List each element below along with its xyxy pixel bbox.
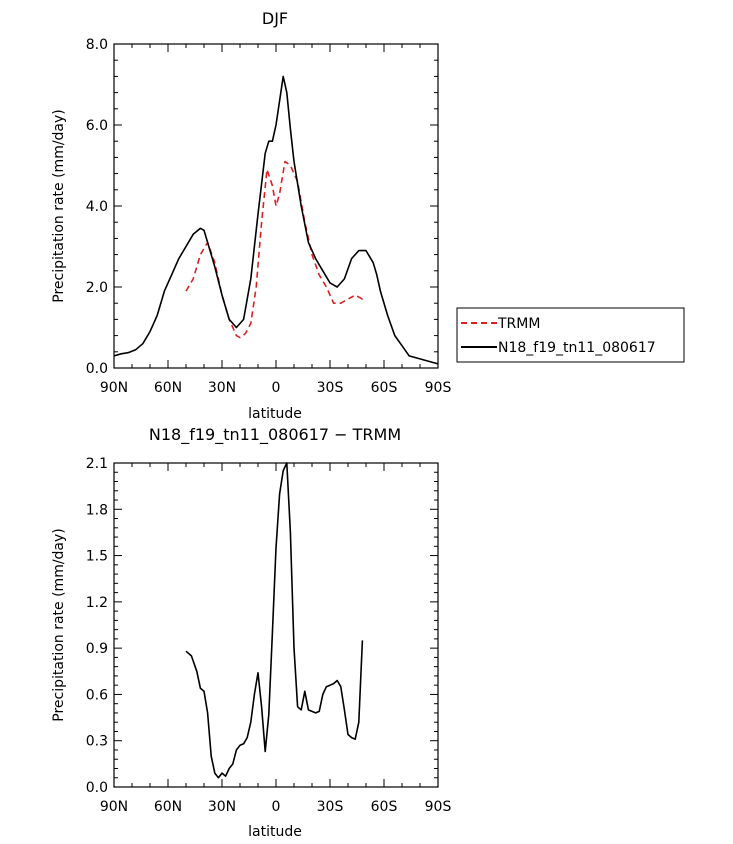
plot-frame: [113, 462, 439, 788]
legend: TRMM N18_f19_tn11_080617: [456, 307, 685, 363]
y-tick-label: 0.3: [86, 734, 108, 750]
x-tick-label: 60N: [154, 799, 182, 815]
x-tick-label: 0: [272, 799, 281, 815]
y-axis-label: Precipitation rate (mm/day): [51, 109, 67, 303]
legend-box: [456, 307, 685, 363]
x-tick-label: 90N: [100, 380, 128, 396]
y-axis-label: Precipitation rate (mm/day): [51, 528, 67, 722]
y-tick-label: 1.8: [86, 502, 108, 518]
legend-label-trmm: TRMM: [497, 316, 540, 332]
x-axis-label: latitude: [248, 824, 302, 840]
chart-title: DJF: [262, 9, 288, 28]
x-axis-label: latitude: [248, 406, 302, 422]
x-tick-label: 30N: [208, 380, 236, 396]
y-tick-label: 0.0: [86, 361, 108, 377]
x-tick-label: 60S: [371, 799, 398, 815]
y-tick-label: 1.5: [86, 549, 108, 565]
x-tick-label: 90N: [100, 799, 128, 815]
chart-difference: N18_f19_tn11_080617 − TRMM 90N 60N 30N 0 30S…: [51, 425, 451, 840]
y-tick-label: 2.0: [86, 280, 108, 296]
y-tick-label: 1.2: [86, 595, 108, 611]
x-tick-label: 90S: [425, 380, 452, 396]
y-tick-label: 0.9: [86, 641, 108, 657]
y-tick-label: 8.0: [86, 37, 108, 53]
y-tick-label: 6.0: [86, 118, 108, 134]
x-tick-label: 30S: [317, 799, 344, 815]
chart-djf: DJF 90N 60N 30N 0 30S 60S 90S 0.0 2.0 4.0 6.0 8.0 l…: [51, 9, 685, 422]
y-tick-label: 2.1: [86, 456, 108, 472]
chart-title: N18_f19_tn11_080617 − TRMM: [149, 425, 401, 445]
x-tick-label: 30N: [208, 799, 236, 815]
x-tick-label: 60S: [371, 380, 398, 396]
series-line-difference: [185, 462, 364, 779]
y-tick-label: 4.0: [86, 199, 108, 215]
series-line-trmm: [185, 160, 367, 339]
y-tick-label: 0.6: [86, 687, 108, 703]
x-tick-label: 0: [272, 380, 281, 396]
x-tick-label: 90S: [425, 799, 452, 815]
y-tick-label: 0.0: [86, 780, 108, 796]
legend-label-model: N18_f19_tn11_080617: [498, 340, 656, 356]
x-tick-label: 60N: [154, 380, 182, 396]
series-line-n18-f19-tn11-080617: [113, 75, 439, 365]
x-tick-label: 30S: [317, 380, 344, 396]
